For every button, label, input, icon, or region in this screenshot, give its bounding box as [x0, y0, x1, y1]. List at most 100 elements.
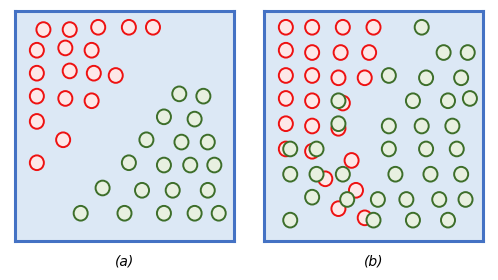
- Circle shape: [406, 94, 420, 108]
- Circle shape: [279, 43, 293, 58]
- Circle shape: [56, 132, 70, 147]
- Circle shape: [30, 66, 44, 81]
- Circle shape: [122, 20, 136, 35]
- Circle shape: [201, 183, 215, 198]
- Circle shape: [336, 167, 350, 181]
- Circle shape: [283, 142, 297, 156]
- Circle shape: [432, 192, 446, 207]
- Circle shape: [174, 135, 188, 150]
- Circle shape: [305, 144, 319, 158]
- Circle shape: [358, 71, 372, 85]
- Circle shape: [382, 119, 396, 133]
- Circle shape: [96, 181, 110, 195]
- Text: (b): (b): [364, 255, 383, 269]
- Circle shape: [87, 66, 101, 81]
- Circle shape: [196, 89, 210, 104]
- Circle shape: [122, 155, 136, 170]
- Circle shape: [332, 94, 346, 108]
- Circle shape: [207, 158, 221, 172]
- Circle shape: [461, 45, 475, 60]
- Circle shape: [362, 45, 376, 60]
- Circle shape: [74, 206, 88, 221]
- Circle shape: [415, 20, 429, 35]
- Circle shape: [305, 45, 319, 60]
- Circle shape: [305, 68, 319, 83]
- Circle shape: [423, 167, 437, 181]
- Circle shape: [459, 192, 473, 207]
- Circle shape: [419, 142, 433, 156]
- Circle shape: [279, 68, 293, 83]
- Circle shape: [139, 132, 153, 147]
- Circle shape: [118, 206, 131, 221]
- Circle shape: [336, 96, 350, 110]
- Circle shape: [332, 116, 346, 131]
- Circle shape: [188, 112, 202, 127]
- Circle shape: [279, 20, 293, 35]
- Circle shape: [382, 68, 396, 83]
- Circle shape: [212, 206, 226, 221]
- Circle shape: [415, 119, 429, 133]
- Circle shape: [188, 206, 202, 221]
- Circle shape: [30, 155, 44, 170]
- Circle shape: [279, 116, 293, 131]
- Circle shape: [283, 167, 297, 181]
- Circle shape: [399, 192, 413, 207]
- Circle shape: [305, 119, 319, 133]
- Circle shape: [445, 119, 459, 133]
- Circle shape: [463, 91, 477, 106]
- Circle shape: [336, 20, 350, 35]
- Circle shape: [454, 71, 468, 85]
- Circle shape: [166, 183, 180, 198]
- Circle shape: [146, 20, 160, 35]
- Circle shape: [305, 190, 319, 204]
- Circle shape: [454, 167, 468, 181]
- Circle shape: [157, 206, 171, 221]
- Circle shape: [332, 121, 346, 136]
- Circle shape: [109, 68, 123, 83]
- Circle shape: [30, 114, 44, 129]
- Circle shape: [367, 20, 380, 35]
- Circle shape: [157, 158, 171, 172]
- Circle shape: [406, 213, 420, 227]
- Circle shape: [305, 94, 319, 108]
- Circle shape: [157, 109, 171, 124]
- Circle shape: [63, 64, 77, 78]
- Circle shape: [419, 71, 433, 85]
- Circle shape: [135, 183, 149, 198]
- Circle shape: [332, 201, 346, 216]
- Circle shape: [388, 167, 402, 181]
- Circle shape: [85, 43, 99, 58]
- Circle shape: [345, 153, 359, 168]
- Circle shape: [349, 183, 363, 198]
- Circle shape: [183, 158, 197, 172]
- Circle shape: [340, 192, 354, 207]
- Circle shape: [201, 135, 215, 150]
- Circle shape: [318, 171, 332, 186]
- Circle shape: [367, 213, 380, 227]
- Circle shape: [58, 41, 72, 55]
- Circle shape: [334, 45, 348, 60]
- Circle shape: [310, 167, 324, 181]
- Circle shape: [279, 91, 293, 106]
- Circle shape: [441, 94, 455, 108]
- Circle shape: [58, 91, 72, 106]
- Circle shape: [283, 213, 297, 227]
- Circle shape: [437, 45, 451, 60]
- Circle shape: [450, 142, 464, 156]
- Circle shape: [36, 22, 50, 37]
- Circle shape: [371, 192, 385, 207]
- Circle shape: [279, 142, 293, 156]
- Circle shape: [30, 89, 44, 104]
- Circle shape: [172, 87, 186, 101]
- Circle shape: [30, 43, 44, 58]
- Circle shape: [332, 71, 346, 85]
- Circle shape: [358, 211, 372, 225]
- Circle shape: [310, 142, 324, 156]
- Text: (a): (a): [115, 255, 134, 269]
- Circle shape: [63, 22, 77, 37]
- Circle shape: [91, 20, 105, 35]
- Circle shape: [382, 142, 396, 156]
- Circle shape: [441, 213, 455, 227]
- Circle shape: [305, 20, 319, 35]
- Circle shape: [85, 94, 99, 108]
